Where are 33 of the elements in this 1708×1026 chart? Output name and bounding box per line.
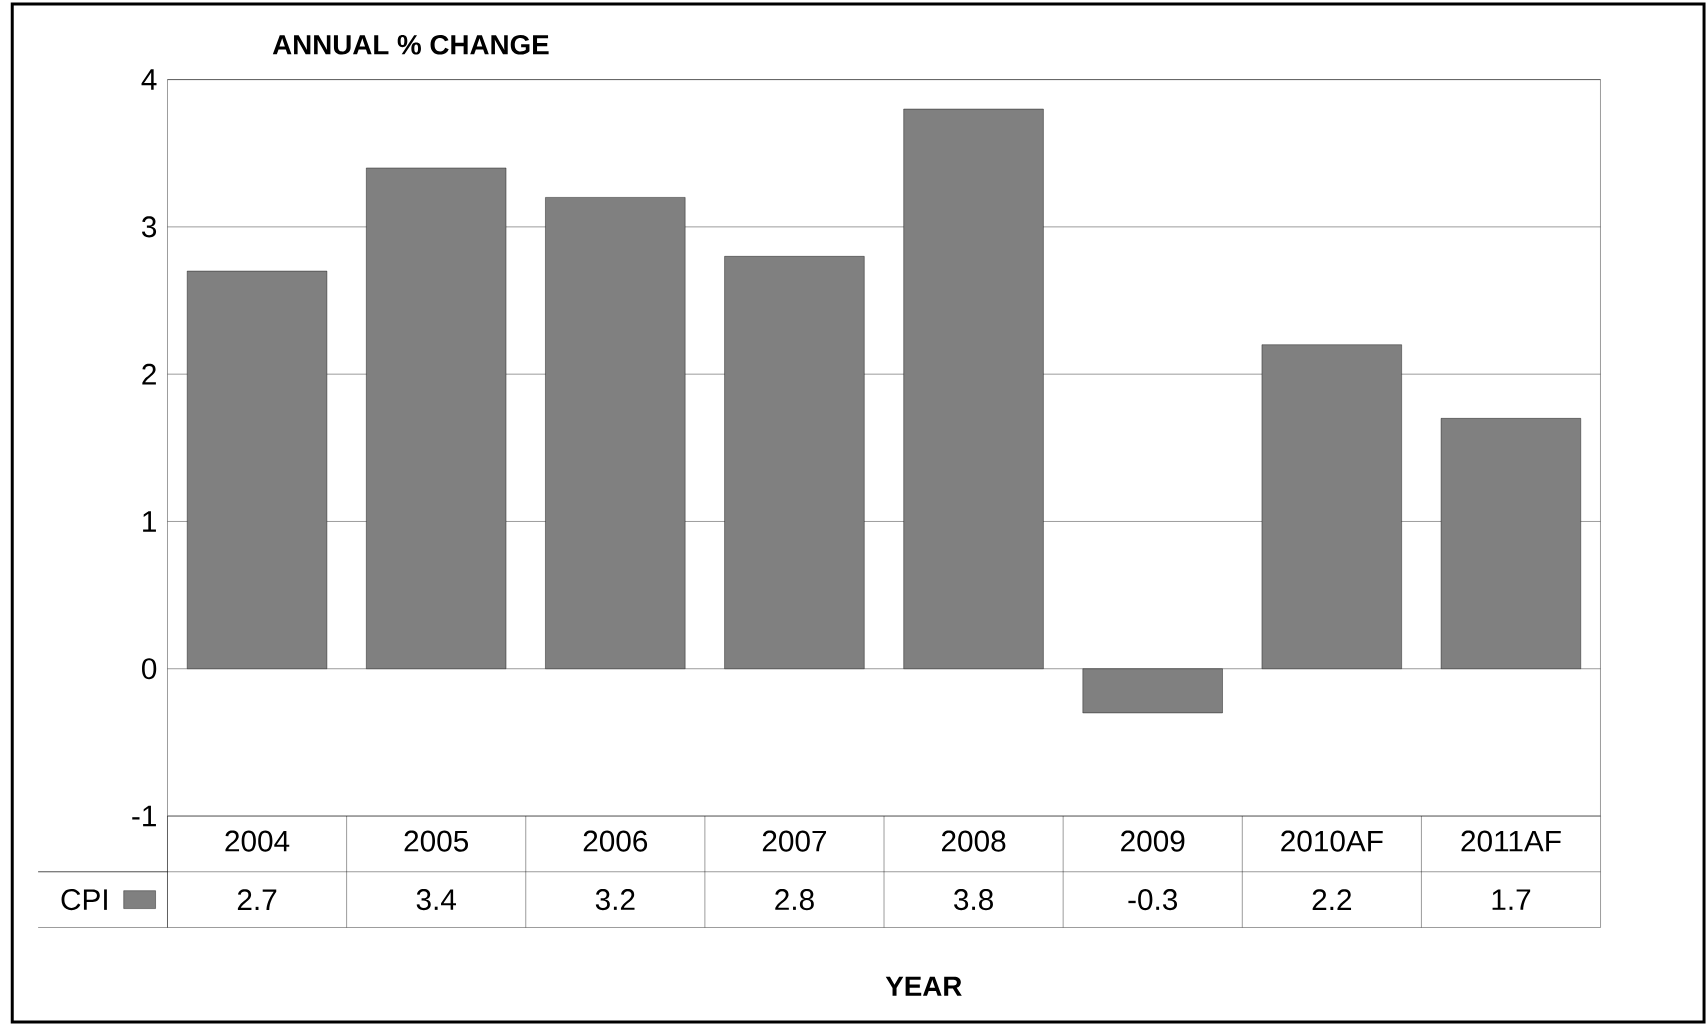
x-tick-label: 2004 [225,830,290,852]
bar [1440,418,1581,669]
data-label: 2.8 [775,889,814,911]
y-tick-label: 4 [141,69,157,90]
legend-label: CPI [61,889,107,911]
data-label: 1.7 [1492,889,1531,910]
data-label: 3.8 [954,889,993,911]
x-tick-label: 2006 [583,830,648,852]
y-tick-label: 3 [141,216,157,238]
y-tick-label: -1 [132,805,156,827]
y-tick-label: 1 [143,511,156,532]
x-tick-label: 2007 [762,830,827,852]
bar [724,256,865,669]
y-axis-title: ANNUAL % CHANGE [272,34,549,55]
bar [187,270,328,669]
x-tick-label: 2005 [404,830,469,852]
data-label: 3.2 [595,889,635,911]
x-tick-label: 2011AF [1461,830,1561,852]
bar [545,197,686,669]
bar [366,167,507,669]
data-label: 2.7 [237,889,277,911]
x-tick-label: 2009 [1121,830,1185,852]
data-label: 3.4 [416,889,456,911]
data-label: 2.2 [1312,889,1352,911]
bar [903,108,1044,669]
x-tick-label: 2010AF [1281,830,1383,852]
bar [1261,344,1402,669]
x-tick-label: 2008 [941,830,1006,852]
y-tick-label: 2 [142,363,156,385]
y-tick-label: 0 [142,658,157,680]
x-axis-title: YEAR [885,976,962,996]
bar [1082,668,1223,714]
data-label: -0.3 [1128,889,1178,911]
